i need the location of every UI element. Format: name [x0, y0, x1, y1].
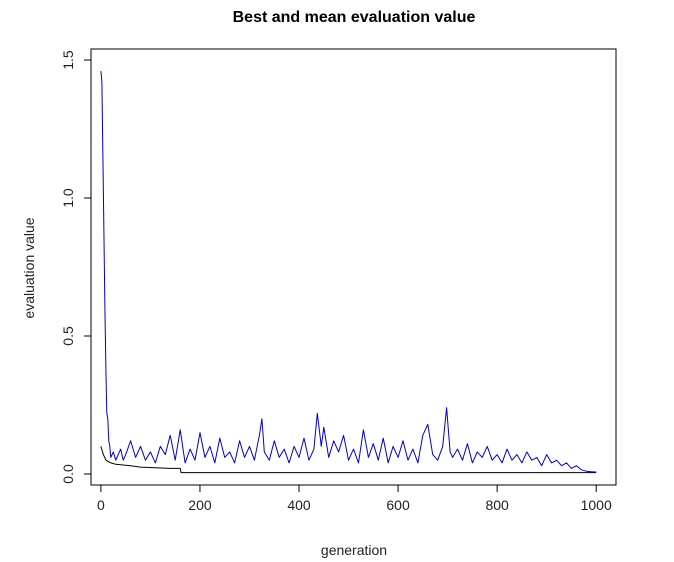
- series-layer: [100, 71, 597, 474]
- x-tick-label: 400: [287, 497, 311, 513]
- y-tick-label: 1.5: [60, 50, 76, 70]
- y-tick-label: 1.0: [60, 188, 76, 208]
- x-axis-label: generation: [321, 542, 387, 558]
- x-tick-label: 1000: [581, 497, 612, 513]
- y-tick-label: 0.0: [60, 464, 76, 484]
- y-axis: 0.0 0.5 1.0 1.5: [60, 50, 92, 484]
- y-tick-label: 0.5: [60, 326, 76, 346]
- series-line-mean: [100, 71, 597, 473]
- x-tick-label: 600: [386, 497, 410, 513]
- x-tick-label: 800: [485, 497, 509, 513]
- chart-title: Best and mean evaluation value: [233, 9, 476, 26]
- x-axis: 0 200 400 600 800 1000: [97, 484, 612, 513]
- y-axis-label: evaluation value: [21, 217, 37, 318]
- x-tick-label: 0: [97, 497, 105, 513]
- series-line-best: [100, 446, 597, 474]
- x-tick-label: 200: [188, 497, 212, 513]
- plot-frame: [90, 48, 617, 486]
